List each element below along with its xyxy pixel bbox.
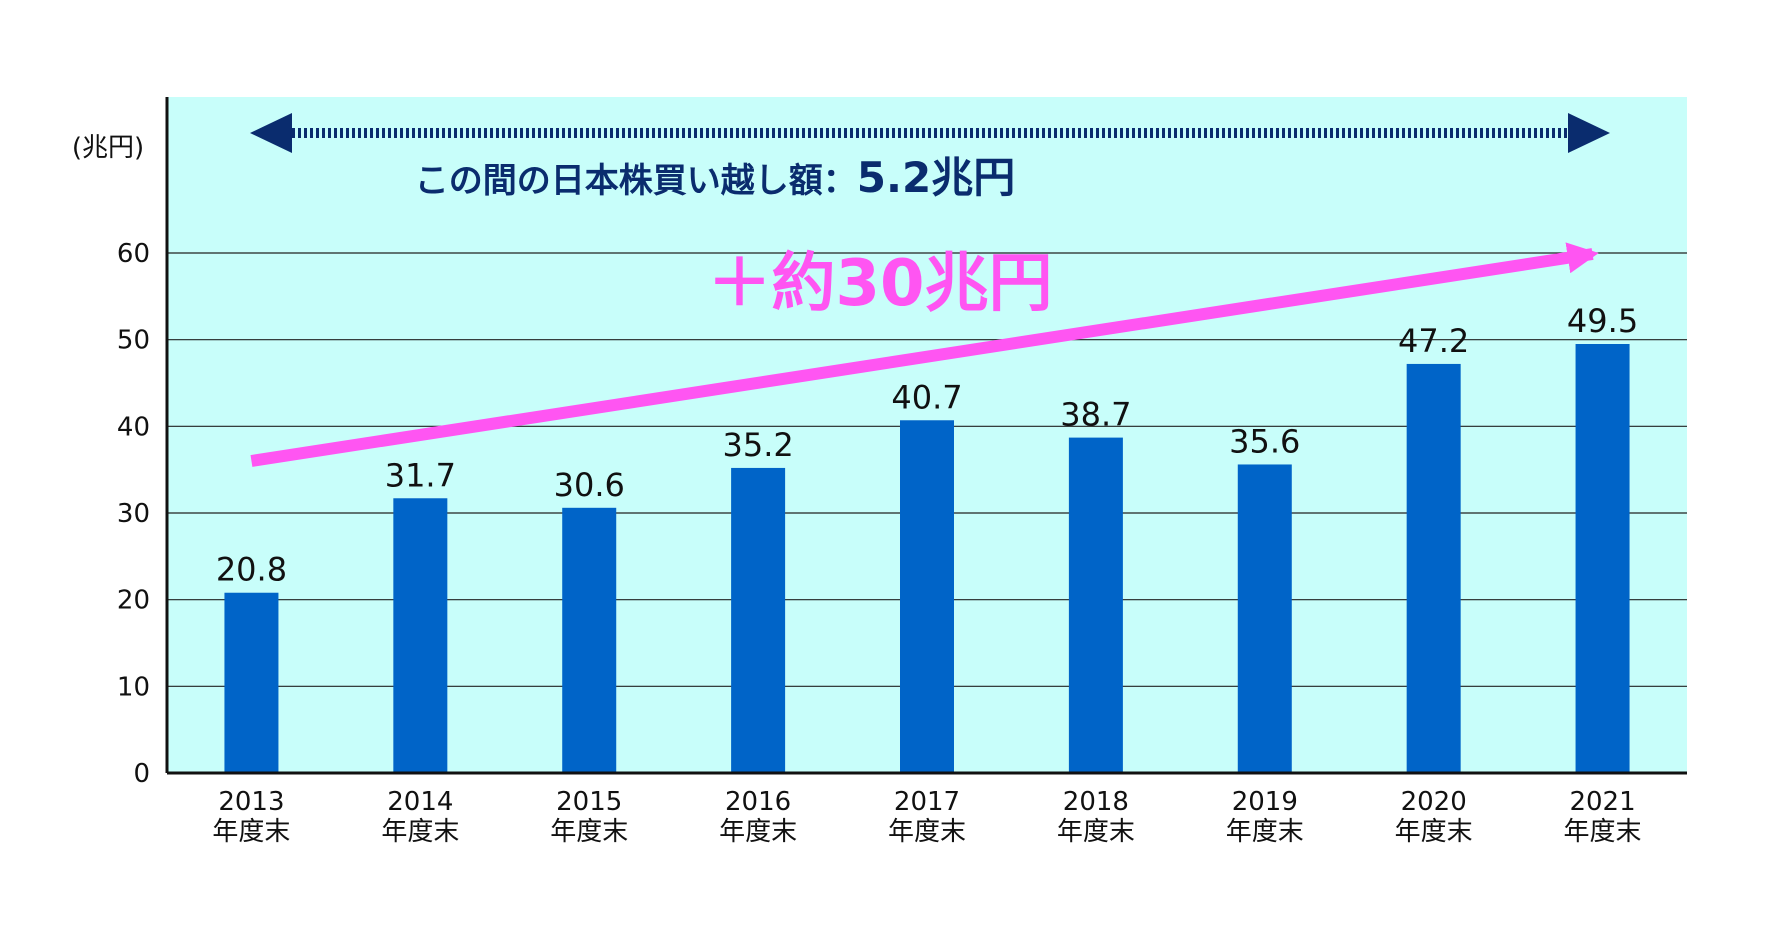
x-tick-suffix: 年度末	[550, 817, 628, 847]
bar	[1068, 437, 1123, 773]
y-tick-label: 50	[117, 326, 150, 356]
value-label: 40.7	[891, 378, 962, 416]
value-label: 20.8	[216, 551, 287, 589]
value-label: 38.7	[1060, 396, 1131, 434]
bar	[900, 420, 954, 773]
span-annotation: この間の日本株買い越し額：5.2兆円	[415, 153, 1015, 202]
x-tick-year: 2021	[1569, 787, 1635, 817]
y-tick-label: 10	[117, 672, 150, 702]
y-tick-label: 20	[117, 586, 150, 616]
value-label: 30.6	[554, 466, 625, 504]
x-tick-year: 2020	[1401, 787, 1467, 817]
value-label: 49.5	[1567, 302, 1638, 340]
x-tick-suffix: 年度末	[719, 817, 797, 847]
x-tick-year: 2014	[387, 787, 453, 817]
bar	[393, 498, 448, 773]
trend-label: ＋約30兆円	[707, 247, 1052, 321]
x-tick-suffix: 年度末	[212, 817, 290, 847]
x-tick-year: 2016	[725, 787, 791, 817]
span-arrow	[250, 113, 1610, 153]
y-tick-label: 60	[117, 239, 150, 269]
value-label: 31.7	[385, 456, 456, 494]
bars	[224, 344, 1630, 773]
span-annotation-value: 5.2兆円	[857, 153, 1015, 202]
y-tick-label: 30	[117, 499, 150, 529]
bar	[1406, 363, 1461, 773]
bar	[1237, 464, 1292, 773]
x-tick-suffix: 年度末	[888, 817, 966, 847]
span-arrow-right-head	[1568, 113, 1610, 153]
x-tick-suffix: 年度末	[1395, 817, 1473, 847]
x-tick-year: 2017	[894, 787, 960, 817]
value-label: 35.2	[722, 426, 793, 464]
bar	[224, 592, 279, 773]
y-tick-label: 40	[117, 412, 150, 442]
x-tick-year: 2013	[218, 787, 284, 817]
bar	[1575, 344, 1630, 773]
span-annotation-label: この間の日本株買い越し額：	[415, 161, 857, 201]
value-label: 35.6	[1229, 422, 1300, 460]
x-tick-year: 2018	[1063, 787, 1129, 817]
value-labels: 20.8 31.7 30.6 35.2 40.7 38.7 35.6 47.2 49.5	[216, 302, 1638, 589]
y-tick-label: 0	[133, 759, 150, 789]
trend-arrow	[250, 242, 1599, 467]
y-axis-unit-label: (兆円)	[72, 133, 144, 163]
x-ticks: 2013年度末2014年度末2015年度末2016年度末2017年度末2018年…	[212, 787, 1641, 847]
x-tick-suffix: 年度末	[381, 817, 459, 847]
bar	[562, 507, 617, 773]
bar	[731, 467, 786, 773]
y-ticks: 0 10 20 30 40 50 60	[117, 239, 150, 789]
x-tick-suffix: 年度末	[1564, 817, 1642, 847]
x-tick-year: 2019	[1232, 787, 1298, 817]
span-arrow-left-head	[250, 113, 292, 153]
x-tick-year: 2015	[556, 787, 622, 817]
value-label: 47.2	[1398, 322, 1469, 360]
x-tick-suffix: 年度末	[1057, 817, 1135, 847]
x-tick-suffix: 年度末	[1226, 817, 1304, 847]
